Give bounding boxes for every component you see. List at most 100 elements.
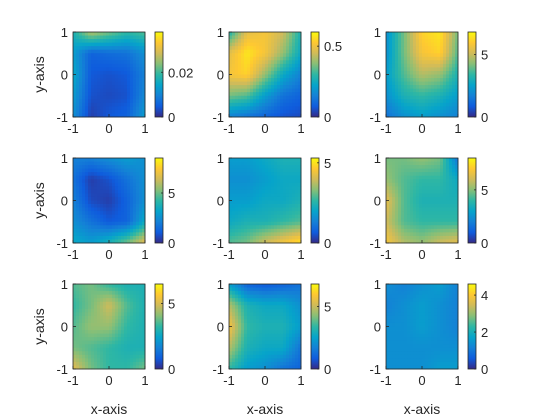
heatmap-cell [109,214,113,219]
heatmap-cell [259,354,263,359]
heatmap-cell [139,225,143,230]
heatmap-cell [112,92,116,97]
heatmap-cell [91,312,95,317]
heatmap-cell [298,344,302,349]
heatmap-cell [401,291,405,296]
heatmap-cell [401,235,405,240]
heatmap-cell [76,358,80,363]
heatmap-cell [274,354,278,359]
heatmap-cell [274,56,278,61]
heatmap-cell [100,337,104,342]
heatmap-cell [295,67,299,72]
heatmap-cell [395,211,399,216]
heatmap-cell [422,308,426,313]
heatmap-cell [121,291,125,296]
heatmap-cell [434,158,438,162]
heatmap-cell [455,291,459,296]
heatmap-cell [133,186,137,191]
heatmap-cell [121,287,125,292]
heatmap-cell [76,211,80,216]
heatmap-cell [253,340,257,345]
heatmap-cell [440,186,444,191]
heatmap-cell [118,354,122,359]
heatmap-cell [262,298,266,303]
heatmap-cell [82,294,86,299]
heatmap-cell [235,70,239,75]
heatmap-cell [100,326,104,331]
heatmap-cell [452,39,456,44]
heatmap-cell [262,284,266,288]
heatmap-cell [428,291,432,296]
heatmap-cell [235,78,239,82]
heatmap-cell [410,308,414,313]
heatmap-cell [85,196,89,201]
heatmap-cell [118,172,122,177]
heatmap-cell [130,113,134,118]
heatmap-cell [106,49,110,54]
heatmap-cell [121,85,125,90]
heatmap-cell [244,172,248,177]
heatmap-cell [401,179,405,184]
heatmap-cell [139,182,143,187]
heatmap-cell [277,344,281,349]
heatmap-cell [295,46,299,51]
heatmap-cell [130,32,134,36]
heatmap-cell [452,70,456,75]
heatmap-cell [452,308,456,313]
heatmap-cell [97,361,101,366]
heatmap-cell [455,46,459,51]
heatmap-cell [133,42,137,47]
heatmap-cell [112,102,116,107]
heatmap-cell [407,46,411,51]
heatmap-cell [389,88,393,93]
heatmap-cell [142,239,146,244]
heatmap-cell [91,172,95,177]
heatmap-cell [452,221,456,226]
heatmap-cell [121,322,125,327]
heatmap-cell [139,46,143,51]
heatmap-cell [121,175,125,180]
heatmap-cell [392,186,396,191]
heatmap-cell [389,221,393,226]
heatmap-cell [109,351,113,356]
heatmap-cell [256,67,260,72]
heatmap-cell [401,189,405,194]
heatmap-cell [118,312,122,317]
heatmap-cell [235,95,239,100]
heatmap-cell [262,99,266,104]
heatmap-cell [410,109,414,114]
heatmap-cell [298,106,302,111]
heatmap-cell [112,225,116,230]
heatmap-cell [256,46,260,51]
heatmap-cell [115,225,119,230]
heatmap-cell [121,158,125,162]
heatmap-cell [121,344,125,349]
heatmap-cell [452,88,456,93]
heatmap-cell [398,200,402,205]
heatmap-cell [103,218,107,223]
heatmap-cell [121,109,125,114]
y-tick-label: 0 [217,320,224,335]
heatmap-cell [79,308,83,313]
heatmap-cell [142,326,146,331]
heatmap-cell [109,109,113,114]
heatmap-cell [88,32,92,36]
heatmap-cell [91,305,95,310]
x-tick-label: 1 [297,247,304,262]
heatmap-cell [88,214,92,219]
heatmap-cell [235,301,239,306]
heatmap-cell [73,74,77,79]
heatmap-cell [274,337,278,342]
heatmap-cell [283,172,287,177]
heatmap-cell [425,214,429,219]
heatmap-cell [446,305,450,310]
heatmap-cell [238,298,242,303]
heatmap-cell [280,291,284,296]
heatmap-cell [268,287,272,292]
heatmap-cell [407,214,411,219]
heatmap-cell [425,172,429,177]
heatmap-cell [247,207,251,212]
heatmap-cell [142,67,146,72]
heatmap-cell [262,186,266,191]
heatmap-cell [265,35,269,40]
